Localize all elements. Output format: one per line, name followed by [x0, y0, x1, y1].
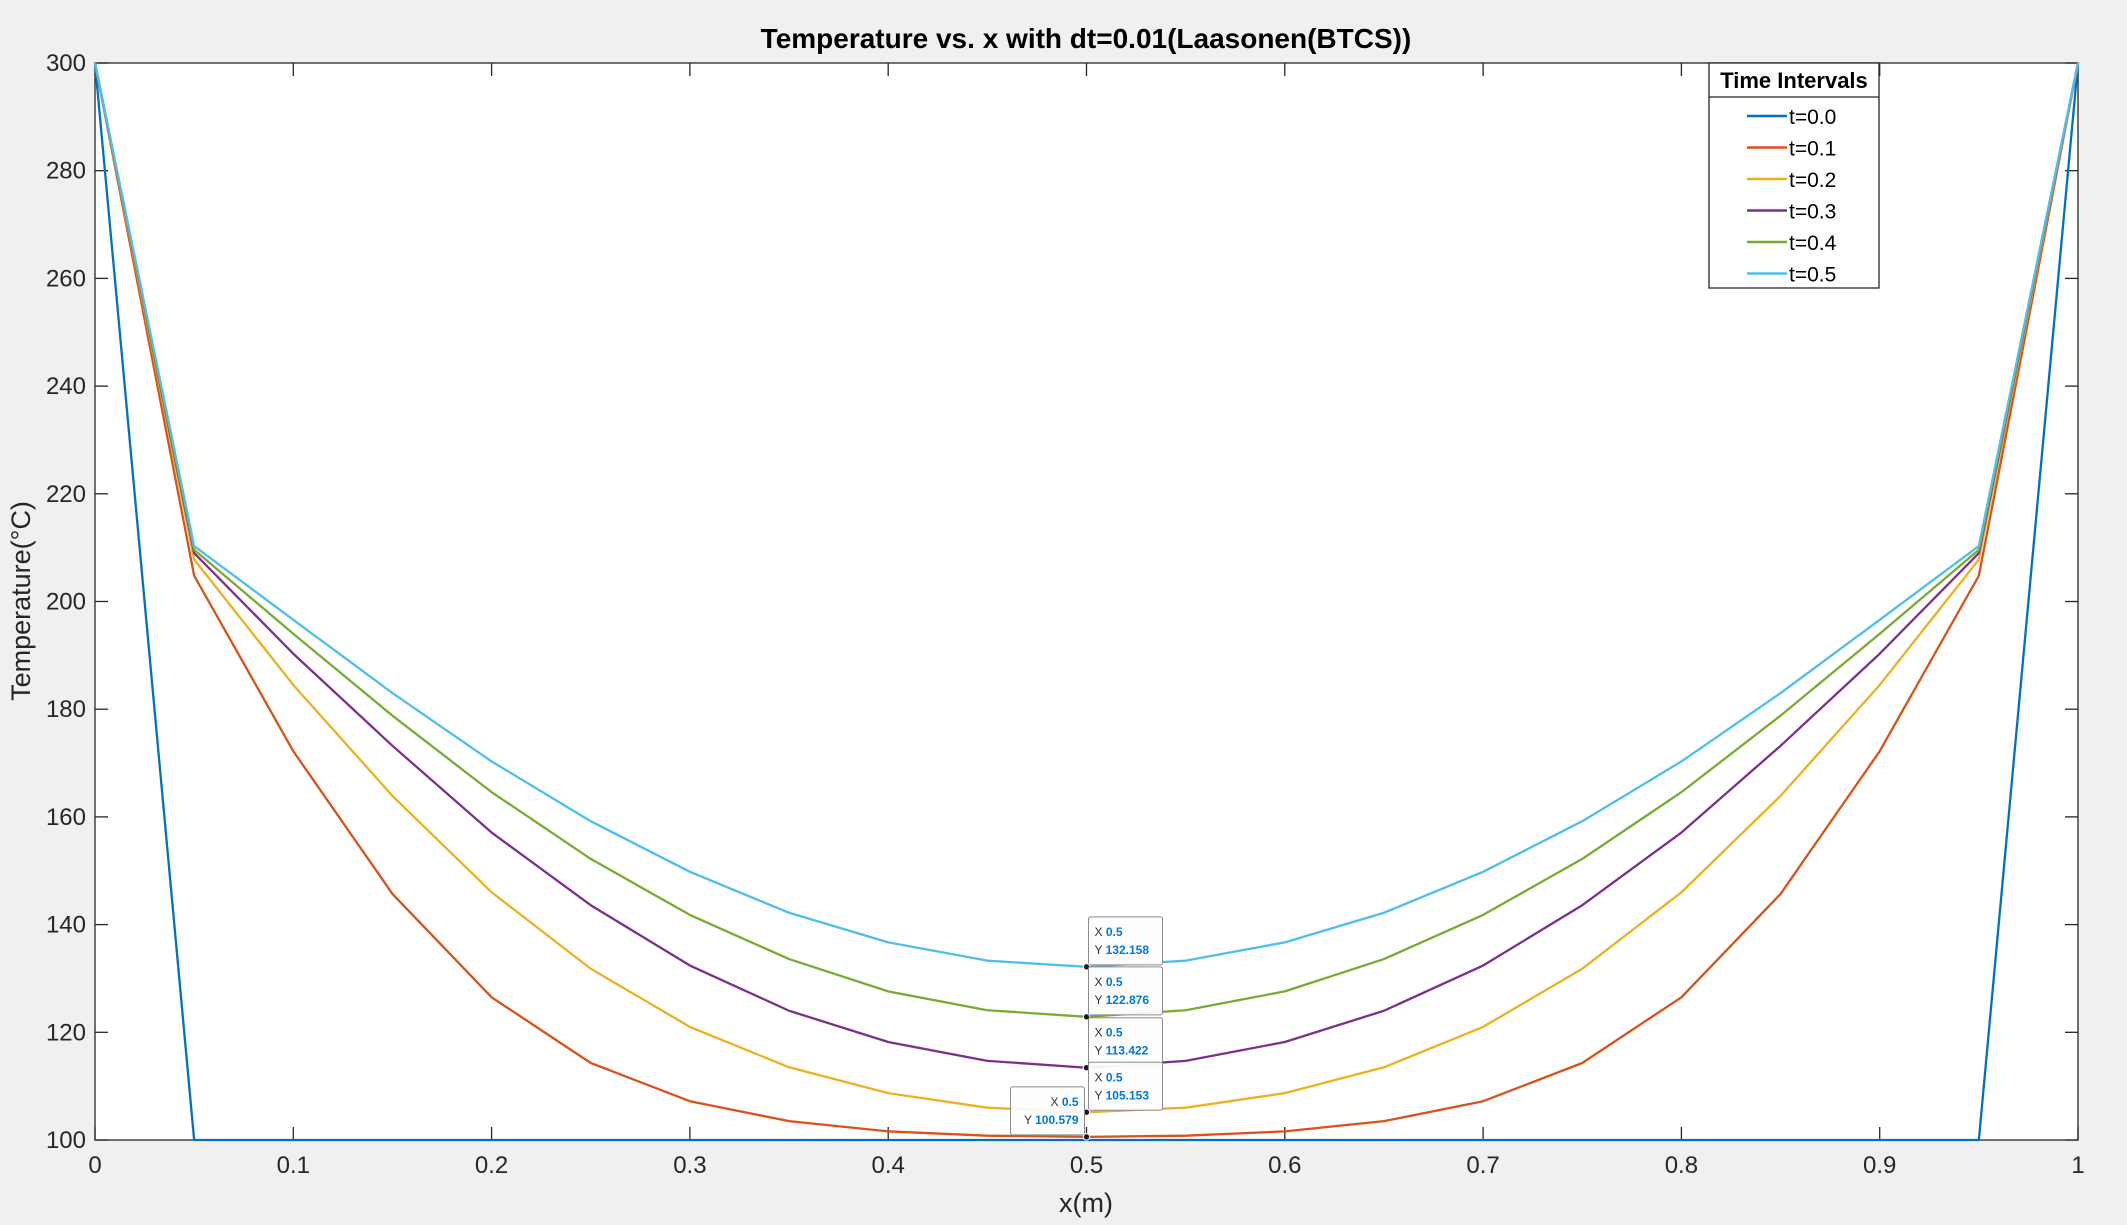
x-axis-label: x(m)	[1059, 1188, 1113, 1218]
datatip-y: Y 113.422	[1095, 1044, 1149, 1058]
datatip-box	[1010, 1086, 1085, 1136]
y-tick-label: 200	[46, 589, 86, 616]
legend-label: t=0.0	[1789, 106, 1836, 129]
datatip-x: X 0.5	[1095, 1070, 1123, 1084]
datatip[interactable]: X 0.5 Y 122.876	[1082, 966, 1163, 1021]
datatip-box	[1088, 966, 1163, 1016]
legend-label: t=0.5	[1789, 264, 1836, 287]
legend-label: t=0.1	[1789, 138, 1836, 161]
datatip-marker	[1082, 1133, 1091, 1141]
legend-item[interactable]: t=0.3	[1747, 201, 1836, 224]
datatip-y: Y 132.158	[1095, 943, 1150, 957]
data-tips: X 0.5 Y 132.158 X 0.5 Y 122.876 X 0.5 Y 113.4…	[1010, 916, 1163, 1141]
legend-label: t=0.3	[1789, 201, 1836, 224]
legend-item[interactable]: t=0.1	[1747, 138, 1836, 161]
datatip-box	[1088, 916, 1163, 966]
y-tick-label: 120	[46, 1019, 86, 1046]
datatip-y: Y 122.876	[1095, 993, 1150, 1007]
chart-title: Temperature vs. x with dt=0.01(Laasonen(…	[761, 23, 1412, 54]
x-tick-label: 0.3	[673, 1152, 706, 1179]
x-tick-label: 0	[88, 1152, 101, 1179]
x-tick-label: 0.5	[1070, 1152, 1103, 1179]
legend-item[interactable]: t=0.4	[1747, 232, 1837, 255]
legend-label: t=0.2	[1789, 169, 1836, 192]
y-tick-label: 140	[46, 912, 86, 939]
legend-item[interactable]: t=0.0	[1747, 106, 1836, 129]
y-axis-label: Temperature(°C)	[6, 501, 36, 701]
datatip-y: Y 100.579	[1024, 1113, 1079, 1127]
legend-label: t=0.4	[1789, 232, 1837, 255]
y-tick-label: 220	[46, 481, 86, 508]
y-tick-label: 300	[46, 50, 86, 77]
legend-box	[1708, 62, 1880, 289]
x-tick-label: 0.4	[872, 1152, 905, 1179]
datatip-marker	[1082, 1013, 1091, 1021]
legend-item[interactable]: t=0.5	[1747, 264, 1836, 287]
datatip-x: X 0.5	[1095, 975, 1123, 989]
datatip-y: Y 105.153	[1095, 1088, 1150, 1102]
datatip-box	[1088, 1061, 1163, 1111]
y-tick-label: 240	[46, 373, 86, 400]
datatip[interactable]: X 0.5 Y 105.153	[1082, 1061, 1163, 1116]
legend[interactable]: Time Intervals t=0.0 t=0.1 t=0.2 t=0.3 t=0.4 t…	[1708, 62, 1880, 289]
datatip[interactable]: X 0.5 Y 132.158	[1082, 916, 1163, 971]
datatip[interactable]: X 0.5 Y 100.579	[1010, 1086, 1091, 1141]
legend-title: Time Intervals	[1720, 68, 1868, 93]
datatip-x: X 0.5	[1095, 925, 1123, 939]
y-tick-label: 100	[46, 1127, 86, 1154]
y-tick-label: 180	[46, 696, 86, 723]
x-tick-label: 0.7	[1466, 1152, 1499, 1179]
x-tick-label: 0.2	[475, 1152, 508, 1179]
datatip-x: X 0.5	[1095, 1026, 1123, 1040]
x-tick-label: 0.9	[1863, 1152, 1896, 1179]
axis-ticks: 0 0.1 0.2 0.3 0.4 0.5 0.6 0.7 0.8 0.9 1 100 120 140 16…	[46, 50, 2085, 1179]
y-tick-label: 260	[46, 265, 86, 292]
legend-item[interactable]: t=0.2	[1747, 169, 1836, 192]
datatip-x: X 0.5	[1050, 1095, 1078, 1109]
x-tick-label: 0.8	[1665, 1152, 1698, 1179]
y-tick-label: 160	[46, 804, 86, 831]
y-tick-label: 280	[46, 158, 86, 185]
x-tick-label: 1	[2071, 1152, 2084, 1179]
x-tick-label: 0.6	[1268, 1152, 1301, 1179]
x-tick-label: 0.1	[277, 1152, 310, 1179]
